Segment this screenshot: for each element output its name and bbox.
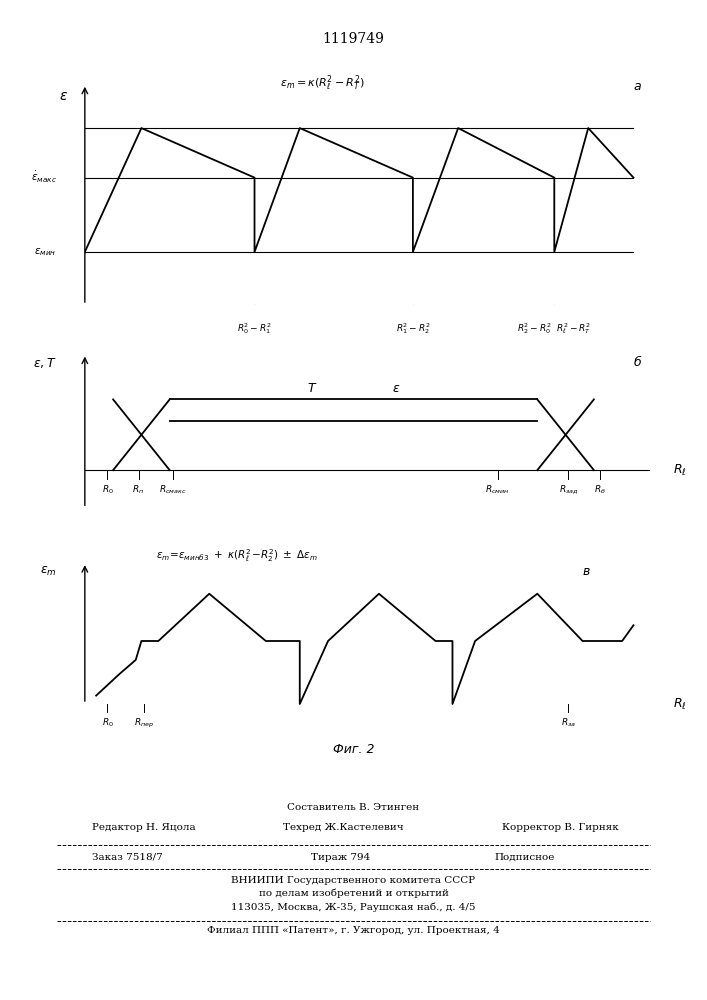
Text: $\varepsilon_{мин}$: $\varepsilon_{мин}$ xyxy=(34,246,57,258)
Text: Фиг. 2: Фиг. 2 xyxy=(333,743,374,756)
Text: $\dot{\varepsilon}_{макс}$: $\dot{\varepsilon}_{макс}$ xyxy=(30,170,57,185)
Text: Т: Т xyxy=(308,382,315,395)
Text: $R_1^2-R_2^2$: $R_1^2-R_2^2$ xyxy=(396,321,430,336)
Text: $\varepsilon, T$: $\varepsilon, T$ xyxy=(33,356,57,370)
Text: $\varepsilon$: $\varepsilon$ xyxy=(392,382,400,395)
Text: 113035, Москва, Ж-35, Раушская наб., д. 4/5: 113035, Москва, Ж-35, Раушская наб., д. … xyxy=(231,903,476,912)
Text: Подписное: Подписное xyxy=(495,853,555,862)
Text: $R_{за}$: $R_{за}$ xyxy=(561,717,576,729)
Text: $R_{cмакс}$: $R_{cмакс}$ xyxy=(159,483,186,496)
Text: $R_{cмин}$: $R_{cмин}$ xyxy=(486,483,510,496)
Text: Составитель В. Этинген: Составитель В. Этинген xyxy=(288,803,419,812)
Text: б: б xyxy=(633,356,641,369)
Text: Заказ 7518/7: Заказ 7518/7 xyxy=(92,853,163,862)
Text: Корректор В. Гирняк: Корректор В. Гирняк xyxy=(502,823,619,832)
Text: в: в xyxy=(583,565,590,578)
Text: а: а xyxy=(633,80,641,93)
Text: $R_б$: $R_б$ xyxy=(594,483,605,496)
Text: $R_0^2-R_1^2$: $R_0^2-R_1^2$ xyxy=(238,321,271,336)
Text: $R_0$: $R_0$ xyxy=(102,483,113,496)
Text: $R_п$: $R_п$ xyxy=(132,483,145,496)
Text: Филиал ППП «Патент», г. Ужгород, ул. Проектная, 4: Филиал ППП «Патент», г. Ужгород, ул. Про… xyxy=(207,926,500,935)
Text: $R_0$: $R_0$ xyxy=(102,717,113,729)
Text: $\varepsilon_m=\kappa(R_\ell^2-R_T^2)$: $\varepsilon_m=\kappa(R_\ell^2-R_T^2)$ xyxy=(280,73,365,93)
Text: $R_{зад}$: $R_{зад}$ xyxy=(559,483,578,496)
Text: 1119749: 1119749 xyxy=(322,32,385,46)
Text: Техред Ж.Кастелевич: Техред Ж.Кастелевич xyxy=(283,823,404,832)
Text: $R_{пер}$: $R_{пер}$ xyxy=(134,717,154,730)
Text: $\varepsilon_m$: $\varepsilon_m$ xyxy=(40,565,57,578)
Text: $R_\ell$: $R_\ell$ xyxy=(673,696,687,712)
Text: ВНИИПИ Государственного комитета СССР: ВНИИПИ Государственного комитета СССР xyxy=(231,876,476,885)
Text: Тираж 794: Тираж 794 xyxy=(311,853,370,862)
Text: $\varepsilon_m\!=\!\varepsilon_{минб3}\ +\ \kappa(R_\ell^2\!-\!R_2^2)\ \pm\ \Del: $\varepsilon_m\!=\!\varepsilon_{минб3}\ … xyxy=(156,547,317,564)
Text: $\varepsilon$: $\varepsilon$ xyxy=(59,89,68,103)
Text: $R_\ell$: $R_\ell$ xyxy=(673,463,687,478)
Text: Редактор Н. Яцола: Редактор Н. Яцола xyxy=(92,823,196,832)
Text: по делам изобретений и открытий: по делам изобретений и открытий xyxy=(259,889,448,898)
Text: $R_2^2-R_0^2$  $R_\ell^2-R_T^2$: $R_2^2-R_0^2$ $R_\ell^2-R_T^2$ xyxy=(518,321,591,336)
